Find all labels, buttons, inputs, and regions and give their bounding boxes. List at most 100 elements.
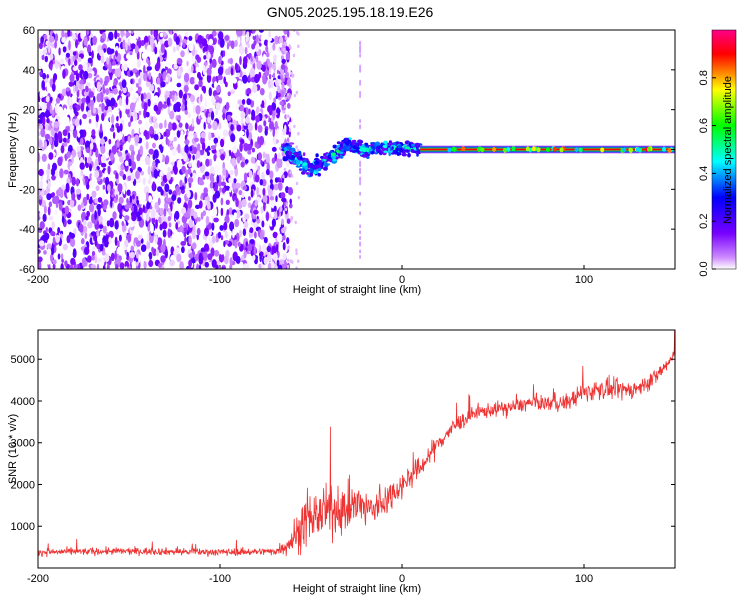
noise-blob [282,242,286,251]
noise-blob [177,114,181,121]
noise-blob [136,251,139,259]
noise-blob [75,178,80,187]
noise-blob [175,36,180,45]
carrier-blob [492,147,496,152]
noise-blob [209,173,214,183]
noise-blob [126,189,131,196]
noise-blob [268,79,272,89]
noise-blob [110,97,116,107]
noise-blob [174,210,180,220]
noise-blob [229,89,235,95]
noise-blob [42,49,48,55]
noise-blob [138,195,144,205]
noise-blob [274,177,279,183]
noise-blob [184,139,190,145]
noise-blob [245,241,248,247]
noise-blob [45,259,52,265]
noise-blob [238,229,243,238]
noise-blob [87,156,92,164]
transition-blob [302,168,305,172]
noise-blob [105,141,109,149]
transition-blob [321,162,324,168]
noise-blob [208,240,213,248]
noise-blob [169,105,173,112]
noise-blob [167,228,171,239]
noise-blob [109,189,113,196]
noise-blob [203,55,207,60]
carrier-blob [574,147,579,153]
noise-blob [145,80,151,88]
noise-blob [247,150,252,155]
noise-blob [193,211,198,219]
noise-blob [166,171,171,181]
noise-blob [54,195,60,204]
noise-blob [198,264,202,269]
noise-blob [95,113,99,123]
noise-blob [94,254,98,264]
noise-blob [218,122,222,130]
noise-blob [53,121,60,129]
noise-blob [275,244,279,253]
y-tick-label: 40 [23,65,35,77]
carrier-blob [545,147,550,153]
noise-blob [288,30,293,40]
noise-blob [261,220,265,228]
noise-blob [261,64,266,72]
noise-blob [46,117,50,124]
noise-blob [54,40,57,49]
noise-blob [279,206,283,212]
noise-blob [153,122,159,129]
transition-blob [347,139,352,144]
noise-blob [82,113,87,119]
noise-blob [99,129,104,139]
noise-blob [277,85,281,93]
noise-blob [167,37,173,47]
noise-blob [255,256,258,262]
noise-blob [54,33,59,42]
carrier-blob [667,147,672,153]
noise-blob [60,145,65,154]
noise-blob [114,30,118,40]
noise-blob [140,244,147,252]
noise-blob [223,240,226,248]
noise-blob [185,169,189,179]
noise-blob [89,99,95,107]
noise-blob [118,196,124,204]
noise-blob [66,138,70,144]
noise-blob [247,122,253,132]
noise-blob [297,44,300,49]
noise-blob [166,97,171,106]
noise-blob [209,181,214,189]
noise-blob [177,143,181,154]
noise-blob [228,66,231,76]
noise-blob [49,136,53,145]
transition-blob [295,159,301,165]
noise-blob [118,234,122,242]
noise-blob [263,236,268,244]
noise-blob [40,128,46,138]
transition-blob [316,170,319,175]
noise-blob [203,243,210,252]
noise-blob [197,34,203,45]
noise-blob [87,57,93,64]
noise-blob [159,170,164,177]
noise-blob [76,146,81,152]
noise-blob [188,130,193,138]
noise-blob [93,233,96,242]
noise-blob [204,210,211,218]
noise-blob [266,155,270,165]
noise-blob [128,121,131,128]
figure-title: GN05.2025.195.18.19.E26 [267,4,434,20]
noise-blob [142,135,146,145]
spectrogram-x-ticks: -200 -100 0 100 [27,265,593,286]
noise-blob [191,50,196,57]
noise-blob [194,253,199,262]
noise-blob [77,263,81,269]
noise-blob [187,112,191,119]
noise-blob [160,255,166,263]
noise-blob [283,104,287,109]
noise-blob [57,106,64,116]
noise-blob [171,194,177,202]
noise-blob [208,87,212,97]
noise-blob [279,42,283,48]
